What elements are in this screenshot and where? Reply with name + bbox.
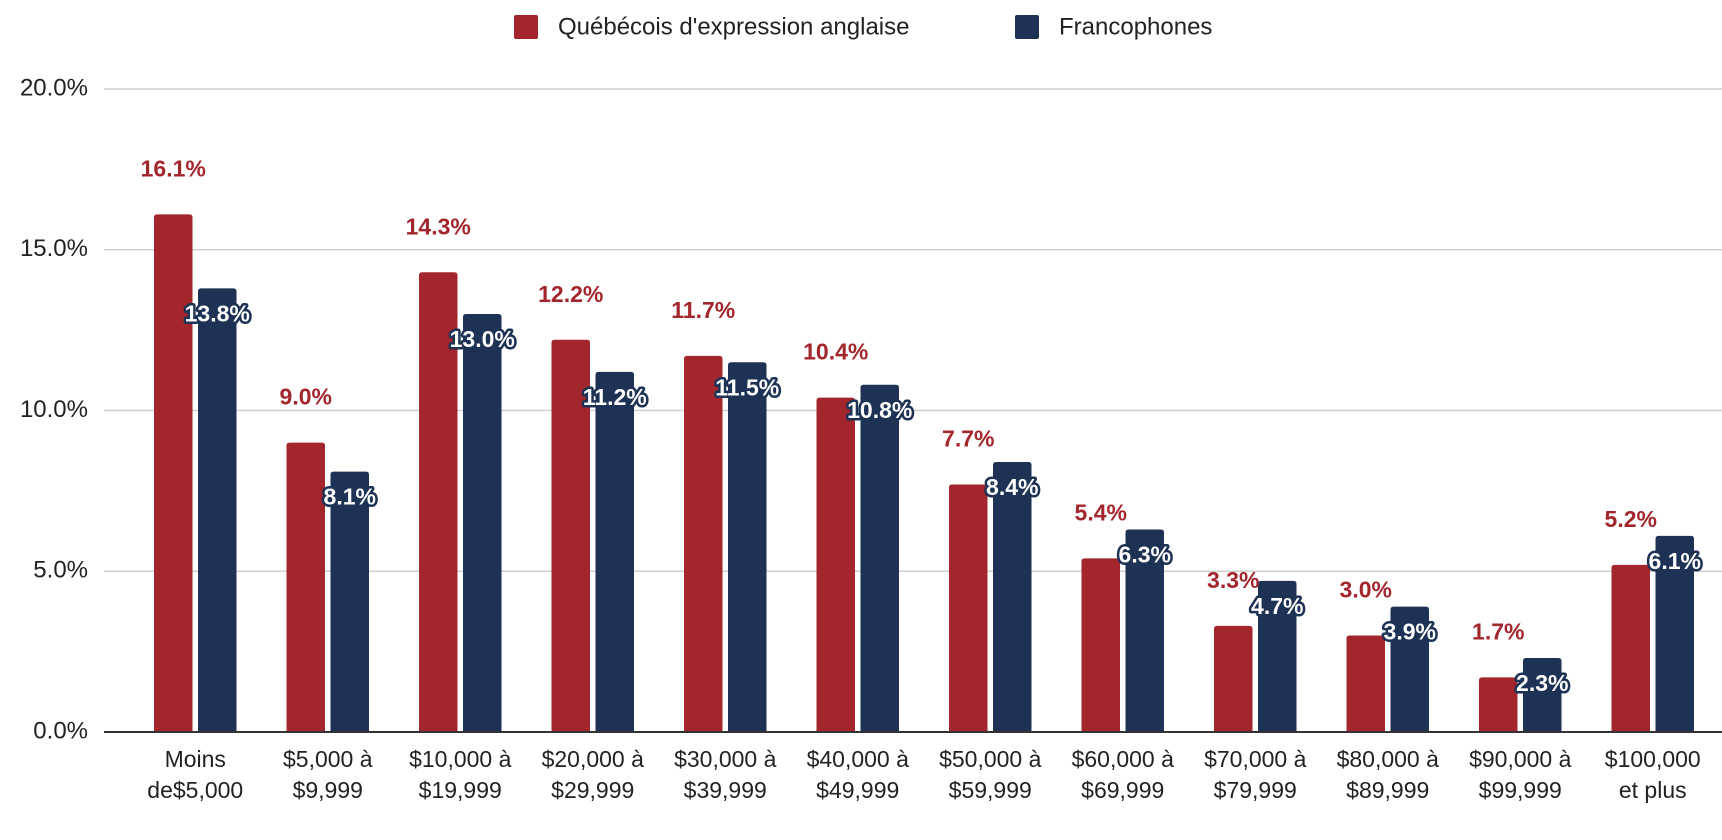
value-label: 11.7% bbox=[671, 297, 735, 323]
bar bbox=[1346, 635, 1385, 732]
value-label: 1.7% bbox=[1472, 618, 1524, 644]
y-tick-label: 5.0% bbox=[33, 557, 88, 584]
bar bbox=[1214, 625, 1253, 732]
value-label: 5.4% bbox=[1075, 499, 1127, 525]
value-label: 14.3% bbox=[406, 213, 471, 239]
value-label: 5.2% bbox=[1605, 506, 1657, 532]
bar bbox=[330, 471, 369, 732]
x-tick-label: $70,000 à $79,999 bbox=[1204, 746, 1307, 803]
y-tick-label: 20.0% bbox=[20, 74, 88, 101]
value-label: 11.2% bbox=[583, 384, 647, 410]
bar bbox=[1655, 535, 1694, 732]
value-label: 9.0% bbox=[280, 384, 332, 410]
x-tick-label: $100,000 et plus bbox=[1604, 746, 1701, 803]
bar bbox=[1081, 558, 1120, 732]
x-tick-label: $30,000 à $39,999 bbox=[674, 746, 777, 803]
bar bbox=[728, 362, 767, 732]
legend-swatch bbox=[514, 15, 538, 39]
x-tick-label: $10,000 à $19,999 bbox=[409, 746, 512, 803]
bar bbox=[1258, 580, 1297, 732]
bar bbox=[860, 384, 899, 732]
bar bbox=[463, 314, 502, 732]
value-label: 6.1% bbox=[1649, 548, 1701, 574]
x-tick-label: $40,000 à $49,999 bbox=[806, 746, 909, 803]
x-tick-label: $80,000 à $89,999 bbox=[1336, 746, 1439, 803]
bar bbox=[684, 355, 723, 732]
bar bbox=[1479, 677, 1518, 732]
value-label: 16.1% bbox=[141, 155, 206, 181]
value-label: 7.7% bbox=[942, 426, 994, 452]
value-label: 3.0% bbox=[1340, 577, 1392, 603]
bar bbox=[993, 461, 1032, 732]
bar bbox=[551, 339, 590, 732]
value-label: 11.5% bbox=[715, 374, 779, 400]
value-label: 10.8% bbox=[847, 397, 912, 423]
y-tick-label: 0.0% bbox=[33, 717, 88, 744]
x-tick-label: $60,000 à $69,999 bbox=[1071, 746, 1174, 803]
value-label: 4.7% bbox=[1251, 593, 1303, 619]
bar bbox=[1390, 606, 1429, 732]
value-label: 6.3% bbox=[1119, 542, 1171, 568]
bar bbox=[419, 272, 458, 732]
y-tick-label: 15.0% bbox=[20, 235, 88, 262]
bar bbox=[154, 214, 193, 732]
value-label: 8.4% bbox=[986, 474, 1038, 500]
legend-label: Francophones bbox=[1059, 13, 1212, 40]
value-label: 2.3% bbox=[1516, 670, 1568, 696]
value-label: 13.8% bbox=[185, 300, 250, 326]
x-tick-label: $50,000 à $59,999 bbox=[939, 746, 1042, 803]
value-label: 3.3% bbox=[1207, 567, 1259, 593]
bar bbox=[949, 484, 988, 732]
x-tick-label: $20,000 à $29,999 bbox=[541, 746, 644, 803]
value-label: 13.0% bbox=[450, 326, 515, 352]
bar bbox=[198, 288, 237, 732]
x-tick-label: $90,000 à $99,999 bbox=[1469, 746, 1572, 803]
y-tick-label: 10.0% bbox=[20, 396, 88, 423]
bar bbox=[816, 397, 855, 732]
legend-label: Québécois d'expression anglaise bbox=[558, 13, 909, 40]
bar bbox=[595, 371, 634, 732]
x-tick-label: $5,000 à $9,999 bbox=[282, 746, 373, 803]
bar bbox=[1125, 529, 1164, 732]
bar bbox=[1523, 658, 1562, 732]
legend-swatch bbox=[1015, 15, 1039, 39]
bar bbox=[286, 442, 325, 732]
value-label: 3.9% bbox=[1384, 619, 1436, 645]
value-label: 8.1% bbox=[324, 484, 376, 510]
value-label: 10.4% bbox=[803, 339, 868, 365]
bar bbox=[1611, 564, 1650, 732]
x-tick-label: Moins de$5,000 bbox=[147, 746, 244, 803]
value-label: 12.2% bbox=[538, 281, 603, 307]
